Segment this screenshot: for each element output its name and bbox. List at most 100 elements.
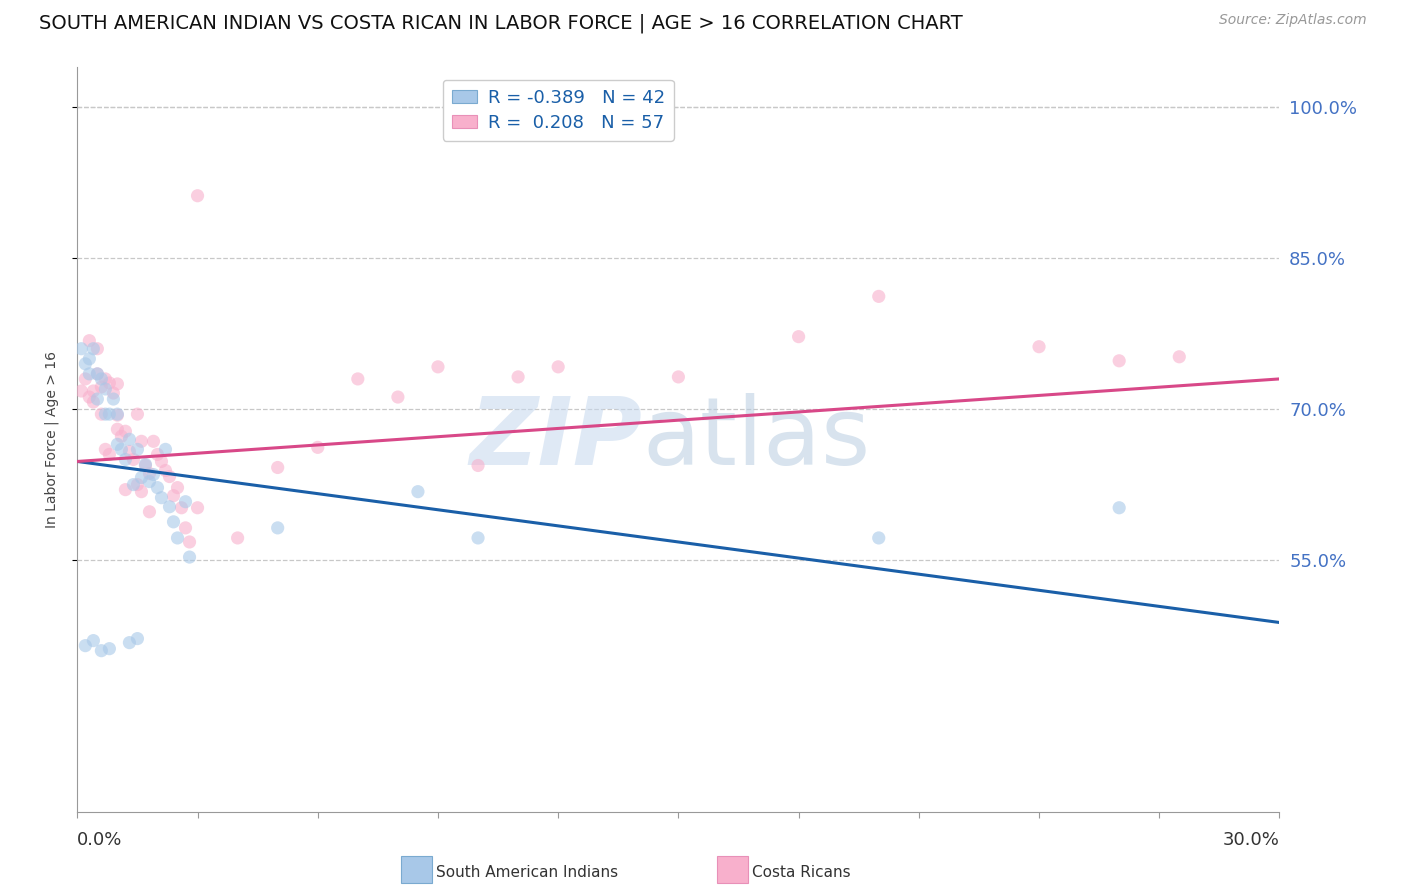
Point xyxy=(94,442,117,457)
Point xyxy=(103,386,125,401)
Text: Source: ZipAtlas.com: Source: ZipAtlas.com xyxy=(1219,13,1367,28)
Point xyxy=(1028,340,1050,354)
Point xyxy=(98,447,121,461)
Point xyxy=(138,467,160,481)
Point xyxy=(406,484,429,499)
Point xyxy=(159,500,181,514)
Point xyxy=(94,382,117,396)
Point xyxy=(427,359,450,374)
Point xyxy=(155,442,177,457)
Point xyxy=(82,384,104,398)
Point xyxy=(387,390,409,404)
Point xyxy=(467,531,489,545)
Point xyxy=(75,372,97,386)
Point xyxy=(79,351,101,366)
Point xyxy=(508,370,530,384)
Point xyxy=(82,395,104,409)
Point xyxy=(166,481,188,495)
Point xyxy=(110,429,132,443)
Point xyxy=(134,458,156,472)
Point xyxy=(110,442,132,457)
Text: 0.0%: 0.0% xyxy=(77,831,122,849)
Point xyxy=(98,407,121,421)
Point xyxy=(174,494,197,508)
Point xyxy=(1108,353,1130,368)
Point xyxy=(138,505,160,519)
Point xyxy=(131,470,153,484)
Point xyxy=(868,531,890,545)
Point xyxy=(1168,350,1191,364)
Y-axis label: In Labor Force | Age > 16: In Labor Force | Age > 16 xyxy=(45,351,59,528)
Point xyxy=(347,372,370,386)
Point xyxy=(107,407,129,421)
Point xyxy=(547,359,569,374)
Point xyxy=(142,467,165,482)
Point xyxy=(127,442,149,457)
Point xyxy=(118,444,141,458)
Point xyxy=(82,633,104,648)
Point xyxy=(179,550,201,565)
Point xyxy=(668,370,690,384)
Point xyxy=(79,334,101,348)
Point xyxy=(122,477,145,491)
Text: ZIP: ZIP xyxy=(470,393,643,485)
Point xyxy=(86,392,108,406)
Text: 30.0%: 30.0% xyxy=(1223,831,1279,849)
Point xyxy=(103,392,125,406)
Text: atlas: atlas xyxy=(643,393,870,485)
Text: Costa Ricans: Costa Ricans xyxy=(752,865,851,880)
Point xyxy=(86,342,108,356)
Point xyxy=(150,454,173,468)
Point xyxy=(127,477,149,491)
Point xyxy=(70,384,93,398)
Point xyxy=(107,422,129,436)
Point xyxy=(166,531,188,545)
Point xyxy=(118,432,141,446)
Point xyxy=(170,500,193,515)
Point xyxy=(267,460,290,475)
Point xyxy=(131,434,153,449)
Point xyxy=(142,434,165,449)
Point xyxy=(267,521,290,535)
Point xyxy=(90,372,112,386)
Point xyxy=(146,447,169,461)
Point xyxy=(75,639,97,653)
Point xyxy=(118,635,141,649)
Legend: R = -0.389   N = 42, R =  0.208   N = 57: R = -0.389 N = 42, R = 0.208 N = 57 xyxy=(443,79,673,141)
Point xyxy=(226,531,249,545)
Point xyxy=(86,367,108,381)
Point xyxy=(467,458,489,473)
Point xyxy=(82,342,104,356)
Point xyxy=(127,407,149,421)
Point xyxy=(159,469,181,483)
Point xyxy=(187,188,209,202)
Point xyxy=(174,521,197,535)
Text: SOUTH AMERICAN INDIAN VS COSTA RICAN IN LABOR FORCE | AGE > 16 CORRELATION CHART: SOUTH AMERICAN INDIAN VS COSTA RICAN IN … xyxy=(39,13,963,33)
Point xyxy=(122,452,145,467)
Point xyxy=(150,491,173,505)
Point xyxy=(1108,500,1130,515)
Point xyxy=(162,489,184,503)
Point xyxy=(79,390,101,404)
Point xyxy=(86,367,108,381)
Point xyxy=(90,407,112,421)
Point xyxy=(107,408,129,422)
Point xyxy=(94,372,117,386)
Point xyxy=(107,437,129,451)
Point xyxy=(98,641,121,656)
Point xyxy=(127,632,149,646)
Point xyxy=(162,515,184,529)
Point xyxy=(75,357,97,371)
Point xyxy=(155,463,177,477)
Point xyxy=(90,380,112,394)
Point xyxy=(114,483,136,497)
Point xyxy=(94,407,117,421)
Point xyxy=(114,452,136,467)
Text: South American Indians: South American Indians xyxy=(436,865,619,880)
Point xyxy=(79,367,101,381)
Point xyxy=(98,376,121,390)
Point xyxy=(70,342,93,356)
Point xyxy=(868,289,890,303)
Point xyxy=(146,481,169,495)
Point xyxy=(179,535,201,549)
